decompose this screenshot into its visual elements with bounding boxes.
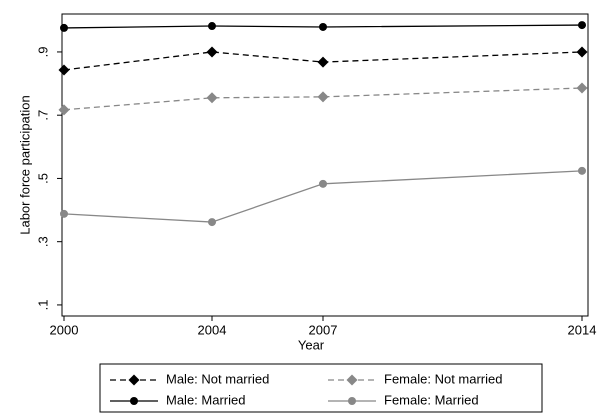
data-point [208, 22, 216, 31]
x-tick-label: 2007 [309, 322, 338, 337]
y-tick-label: .5 [35, 173, 50, 184]
y-tick-label: .9 [35, 47, 50, 58]
legend-label: Female: Married [384, 392, 479, 407]
y-axis-label: Labor force participation [17, 95, 32, 234]
legend-marker [348, 397, 356, 405]
legend-label: Male: Not married [166, 371, 269, 386]
legend-label: Male: Married [166, 392, 245, 407]
data-point [60, 209, 68, 218]
data-point [578, 166, 586, 175]
data-point [317, 91, 329, 103]
data-point [576, 82, 588, 94]
data-point [208, 218, 216, 227]
legend-marker [128, 374, 140, 386]
x-axis-label: Year [298, 337, 325, 352]
series-line [63, 87, 583, 111]
y-tick-label: .3 [35, 236, 50, 247]
legend-marker [130, 397, 138, 405]
x-tick-label: 2004 [198, 322, 227, 337]
data-point [60, 23, 68, 32]
legend-marker [346, 374, 358, 386]
plot-frame [61, 13, 589, 317]
x-tick-label: 2000 [50, 322, 79, 337]
data-point [58, 64, 70, 76]
legend-label: Female: Not married [384, 371, 502, 386]
y-tick-label: .7 [35, 110, 50, 121]
data-point [317, 56, 329, 68]
data-point [206, 92, 218, 104]
legend-box [99, 363, 543, 413]
data-point [58, 104, 70, 116]
y-tick-label: .1 [35, 300, 50, 311]
data-point [319, 22, 327, 31]
data-point [206, 46, 218, 58]
series-line [63, 24, 583, 29]
series-line [63, 51, 583, 71]
series-line [63, 170, 583, 223]
data-point [576, 46, 588, 58]
x-tick-label: 2014 [568, 322, 597, 337]
data-point [319, 179, 327, 188]
data-point [578, 21, 586, 30]
